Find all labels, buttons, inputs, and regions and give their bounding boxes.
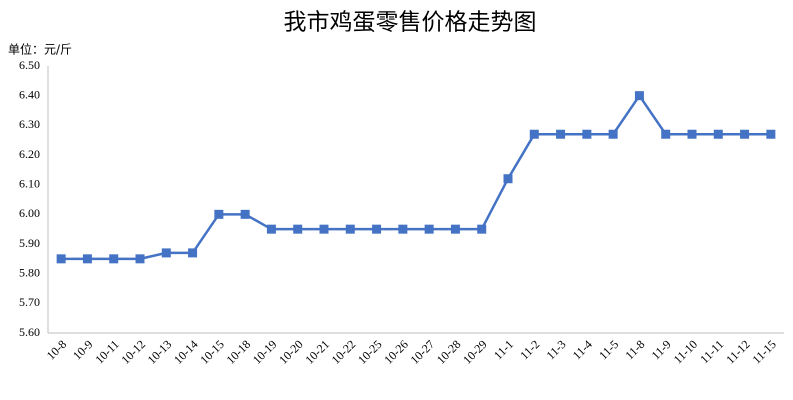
x-tick-label: 11-5	[596, 337, 621, 362]
x-tick-label: 10-26	[381, 337, 411, 367]
x-tick-label: 10-13	[145, 337, 175, 367]
marker	[582, 129, 592, 139]
x-tick-label: 10-27	[408, 337, 438, 367]
marker	[634, 91, 644, 101]
marker	[293, 224, 303, 234]
x-tick-label: 11-2	[517, 337, 542, 362]
marker	[319, 224, 329, 234]
x-tick-label: 11-10	[671, 337, 700, 366]
y-tick-label: 5.70	[19, 295, 40, 309]
y-tick-label: 5.80	[19, 265, 40, 279]
marker	[529, 129, 539, 139]
x-tick-label: 10-11	[92, 337, 121, 366]
marker	[188, 248, 198, 258]
x-tick-label: 11-9	[649, 337, 674, 362]
marker	[109, 254, 119, 264]
marker	[135, 254, 145, 264]
marker	[161, 248, 171, 258]
x-tick-label: 11-12	[723, 337, 752, 366]
marker	[503, 174, 513, 184]
marker	[398, 224, 408, 234]
x-tick-label: 10-29	[460, 337, 490, 367]
marker	[345, 224, 355, 234]
marker	[608, 129, 618, 139]
marker	[424, 224, 434, 234]
marker	[661, 129, 671, 139]
marker	[477, 224, 487, 234]
marker	[713, 129, 723, 139]
x-tick-label: 10-8	[44, 337, 69, 362]
x-tick-label: 10-15	[197, 337, 227, 367]
x-tick-label: 10-14	[171, 337, 201, 367]
x-tick-label: 11-11	[697, 337, 726, 366]
marker	[214, 209, 224, 219]
x-tick-label: 10-20	[276, 337, 306, 367]
unit-label: 单位：元/斤	[8, 42, 72, 57]
marker	[372, 224, 382, 234]
x-tick-label: 10-19	[250, 337, 280, 367]
line	[61, 93, 771, 261]
x-tick-label: 11-4	[570, 337, 595, 362]
marker	[740, 129, 750, 139]
y-tick-label: 5.90	[19, 236, 40, 250]
marker	[450, 224, 460, 234]
marker	[56, 254, 66, 264]
y-tick-label: 6.10	[19, 176, 40, 190]
x-tick-label: 10-9	[70, 337, 95, 362]
marker	[687, 129, 697, 139]
y-tick-label: 6.00	[19, 206, 40, 220]
x-tick-label: 11-3	[543, 337, 568, 362]
y-tick-label: 6.40	[19, 87, 40, 101]
x-tick-label: 10-21	[302, 337, 332, 367]
marker	[240, 209, 250, 219]
x-tick-label: 10-22	[329, 337, 359, 367]
x-tick-label: 10-12	[118, 337, 148, 367]
marker	[82, 254, 92, 264]
x-tick-label: 10-18	[224, 337, 254, 367]
y-tick-label: 5.60	[19, 325, 40, 339]
x-tick-label: 11-8	[622, 337, 647, 362]
chart-title: 我市鸡蛋零售价格走势图	[284, 10, 537, 36]
x-tick-label: 11-1	[491, 337, 516, 362]
y-tick-label: 6.20	[19, 147, 40, 161]
marker	[556, 129, 566, 139]
marker	[266, 224, 276, 234]
y-tick-label: 6.30	[19, 117, 40, 131]
y-tick-label: 6.50	[19, 58, 40, 72]
marker	[766, 129, 776, 139]
x-tick-label: 10-28	[434, 337, 464, 367]
x-tick-label: 10-25	[355, 337, 385, 367]
x-tick-label: 11-15	[750, 337, 779, 366]
